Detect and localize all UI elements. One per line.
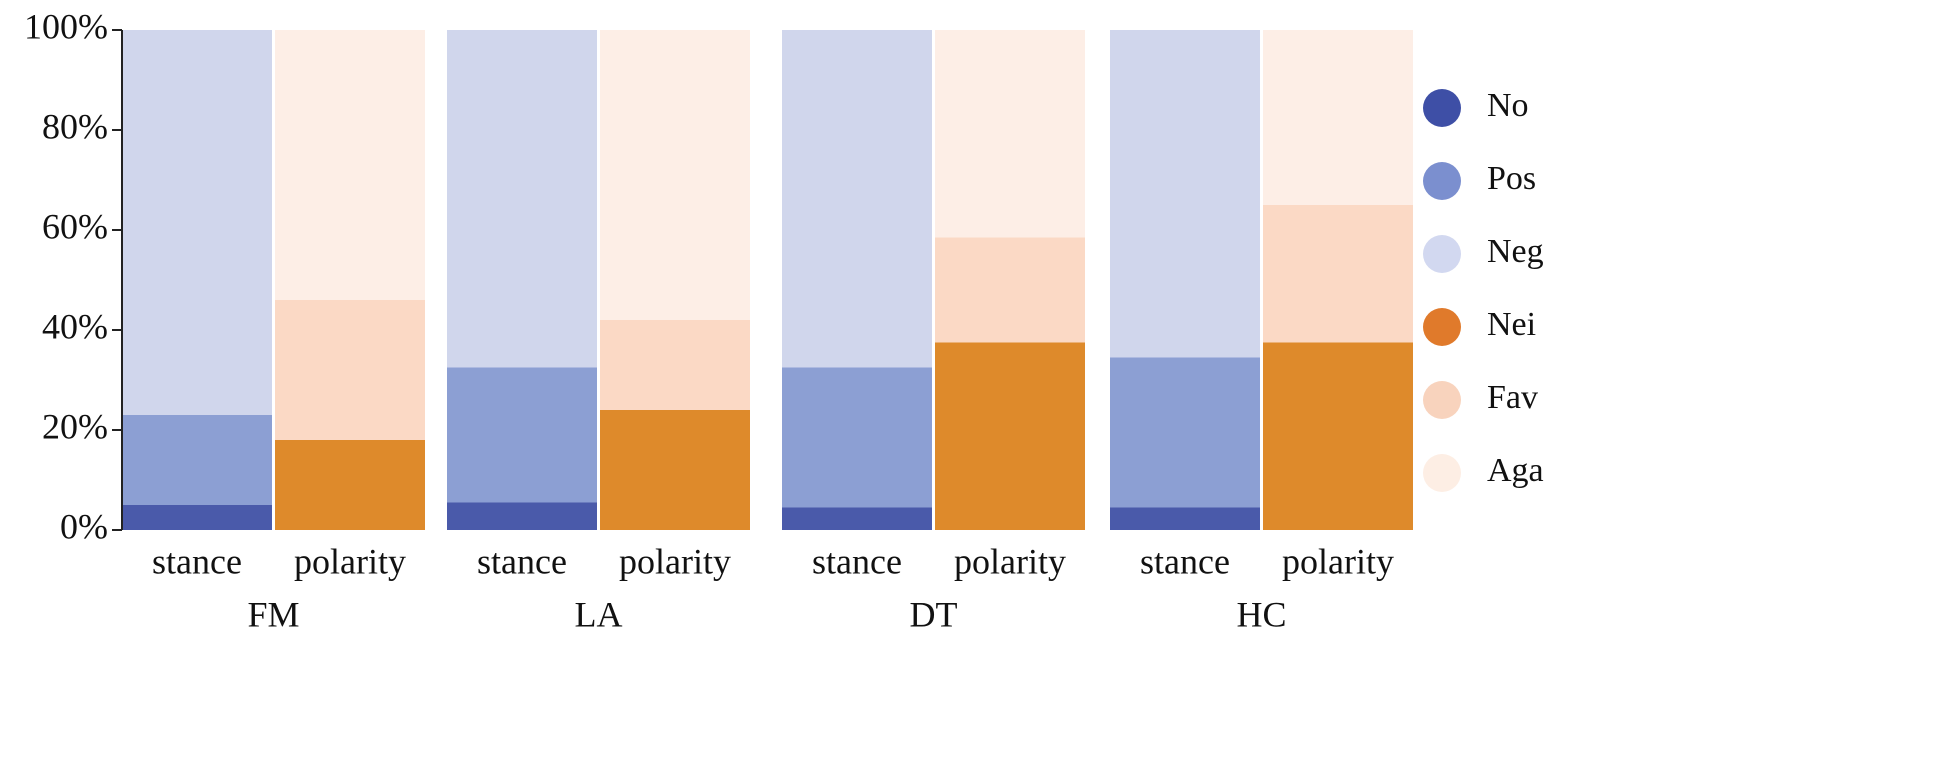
x-sub-label-polarity: polarity: [294, 541, 406, 581]
legend-item-pos: Pos: [1423, 160, 1536, 200]
legend: No Pos Neg Nei Fav Aga: [1423, 87, 1544, 492]
legend-label-aga: Aga: [1487, 452, 1544, 489]
legend-label-no: No: [1487, 87, 1529, 124]
legend-item-nei: Nei: [1423, 306, 1536, 346]
bar-segment-la-polarity-nei: [600, 410, 750, 530]
bar-segment-hc-polarity-fav: [1263, 205, 1413, 343]
legend-swatch-fav: [1423, 381, 1461, 419]
legend-swatch-neg: [1423, 235, 1461, 273]
y-tick-label: 100%: [24, 6, 108, 46]
bars-layer: [122, 30, 1413, 530]
bar-segment-dt-stance-no: [782, 507, 932, 530]
legend-item-neg: Neg: [1423, 233, 1544, 273]
x-sub-label-stance: stance: [152, 541, 242, 581]
legend-swatch-no: [1423, 89, 1461, 127]
bar-segment-la-stance-neg: [447, 30, 597, 368]
bar-segment-hc-stance-neg: [1110, 30, 1260, 358]
group-label-dt: DT: [910, 594, 958, 634]
bar-segment-la-polarity-fav: [600, 320, 750, 410]
bar-segment-fm-stance-neg: [122, 30, 272, 415]
legend-item-aga: Aga: [1423, 452, 1544, 492]
group-label-fm: FM: [247, 594, 299, 634]
y-tick-label: 80%: [42, 106, 108, 146]
y-tick-label: 40%: [42, 306, 108, 346]
bar-segment-fm-polarity-fav: [275, 300, 425, 440]
bar-segment-dt-polarity-aga: [935, 30, 1085, 238]
bar-segment-la-stance-pos: [447, 367, 597, 503]
bar-segment-dt-polarity-nei: [935, 342, 1085, 530]
bar-group-fm: [122, 30, 425, 530]
bar-segment-dt-polarity-fav: [935, 237, 1085, 343]
bar-segment-hc-stance-no: [1110, 507, 1260, 530]
bar-group-hc: [1110, 30, 1413, 530]
x-sub-label-stance: stance: [1140, 541, 1230, 581]
bar-segment-hc-stance-pos: [1110, 357, 1260, 508]
bar-segment-fm-polarity-nei: [275, 440, 425, 530]
legend-item-no: No: [1423, 87, 1529, 127]
x-sub-label-stance: stance: [477, 541, 567, 581]
legend-label-fav: Fav: [1487, 379, 1538, 416]
bar-segment-fm-polarity-aga: [275, 30, 425, 300]
bar-segment-la-polarity-aga: [600, 30, 750, 320]
y-tick-label: 0%: [60, 506, 108, 546]
bar-segment-dt-stance-neg: [782, 30, 932, 368]
bar-segment-hc-polarity-aga: [1263, 30, 1413, 205]
y-tick-label: 60%: [42, 206, 108, 246]
bar-segment-fm-stance-no: [122, 505, 272, 530]
legend-swatch-pos: [1423, 162, 1461, 200]
group-label-la: LA: [575, 594, 623, 634]
y-axis: 0% 20% 40% 60% 80% 100%: [24, 6, 123, 546]
group-label-hc: HC: [1236, 594, 1286, 634]
x-sub-label-polarity: polarity: [1282, 541, 1394, 581]
bar-group-la: [447, 30, 750, 530]
legend-label-neg: Neg: [1487, 233, 1544, 270]
bar-segment-la-stance-no: [447, 502, 597, 530]
legend-swatch-aga: [1423, 454, 1461, 492]
y-tick-label: 20%: [42, 406, 108, 446]
legend-item-fav: Fav: [1423, 379, 1538, 419]
bar-segment-dt-stance-pos: [782, 367, 932, 508]
x-sub-label-stance: stance: [812, 541, 902, 581]
x-sub-label-polarity: polarity: [619, 541, 731, 581]
legend-swatch-nei: [1423, 308, 1461, 346]
legend-label-pos: Pos: [1487, 160, 1536, 197]
bar-group-dt: [782, 30, 1085, 530]
bar-segment-hc-polarity-nei: [1263, 342, 1413, 530]
x-sub-label-polarity: polarity: [954, 541, 1066, 581]
legend-label-nei: Nei: [1487, 306, 1536, 343]
bar-segment-fm-stance-pos: [122, 415, 272, 505]
